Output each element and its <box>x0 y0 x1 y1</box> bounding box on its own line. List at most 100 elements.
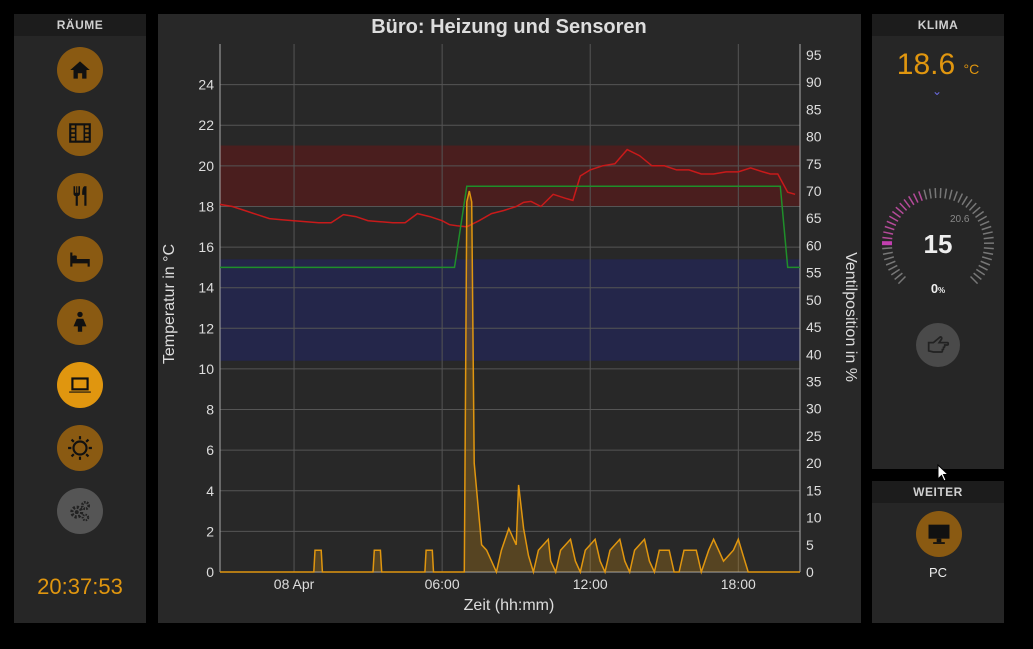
thermostat-gauge[interactable] <box>878 184 998 304</box>
gauge-tick <box>899 202 908 211</box>
gauge-tick <box>884 225 895 231</box>
pc-button[interactable] <box>916 511 962 557</box>
y2-tick-label: 0 <box>806 564 814 580</box>
room-film-button[interactable] <box>57 110 103 156</box>
gauge-tick <box>895 206 904 215</box>
room-home-button[interactable] <box>57 47 103 93</box>
room-outdoor-button[interactable] <box>57 425 103 471</box>
child-icon <box>73 311 87 332</box>
home-icon <box>70 61 90 79</box>
chart-panel: 0 2 4 6 8 10 12 14 16 18 20 22 24 0 5 10 15 20 25 30 35 40 45 5… <box>158 14 861 623</box>
gauge-tick <box>982 231 993 235</box>
gauge-tick <box>983 251 994 255</box>
gauge-tick <box>983 236 994 240</box>
clock: 20:37:53 <box>37 574 123 599</box>
y2-tick-label: 15 <box>806 482 822 498</box>
gauge-setpoint: 15 <box>923 229 953 259</box>
y2-tick-label: 75 <box>806 156 822 172</box>
temperature-unit: °C <box>963 61 980 77</box>
gauge-tick <box>978 264 988 271</box>
y-tick-label: 22 <box>198 117 214 133</box>
chart-title: Büro: Heizung und Sensoren <box>371 16 647 38</box>
laptop-icon <box>69 377 91 393</box>
gauge-tick <box>957 193 964 203</box>
y-tick-label: 10 <box>198 361 214 377</box>
gauge-tick <box>972 206 981 215</box>
gauge-tick <box>888 264 898 271</box>
y2-tick-label: 55 <box>806 265 822 281</box>
y2-tick-label: 10 <box>806 510 822 526</box>
gauge-tick <box>953 191 958 202</box>
series-line-1 <box>220 185 800 269</box>
gauge-tick <box>948 189 953 200</box>
y-tick-label: 14 <box>198 280 214 296</box>
y2-tick-label: 35 <box>806 373 822 389</box>
settings-button[interactable] <box>57 488 103 534</box>
y2-tick-label: 5 <box>806 537 814 553</box>
gauge-tick <box>980 260 991 266</box>
manual-mode-button[interactable] <box>916 323 960 367</box>
room-child-button[interactable] <box>57 299 103 345</box>
gauge-tick <box>885 260 896 266</box>
series-area-2 <box>220 191 800 572</box>
y-tick-label: 6 <box>206 442 214 458</box>
mouse-cursor-icon <box>937 464 949 482</box>
gauge-tick <box>968 202 977 211</box>
gauge-tick <box>939 188 942 199</box>
klima-header: KLIMA <box>872 14 1004 36</box>
current-temperature: 18.6 °C <box>872 48 1004 82</box>
gauge-tick <box>979 220 990 227</box>
gauge-tick <box>918 191 923 202</box>
gauge-tick <box>981 256 992 261</box>
room-kitchen-button[interactable] <box>57 173 103 219</box>
temperature-value: 18.6 <box>896 48 956 81</box>
chart-band-0 <box>220 145 800 207</box>
gauge-tick <box>890 268 901 276</box>
sun-icon <box>68 436 92 460</box>
gauge-tick <box>882 247 893 250</box>
y2-tick-label: 80 <box>806 129 822 145</box>
room-office-button[interactable] <box>57 362 103 408</box>
x-axis-title: Zeit (hh:mm) <box>464 597 555 614</box>
pc-label: PC <box>928 565 948 580</box>
klima-panel: KLIMA 18.6 °C ⌄ 20.6 15 0% <box>872 14 1004 469</box>
gauge-tick <box>969 275 979 285</box>
room-bedroom-button[interactable] <box>57 236 103 282</box>
gauge-tick <box>965 199 973 208</box>
y-tick-label: 12 <box>198 320 214 336</box>
gauge-tick <box>983 247 994 250</box>
gauge-tick <box>886 220 897 227</box>
gauge-current-label: 20.6 <box>950 214 970 225</box>
y-axis-title: Temperatur in °C <box>161 244 178 364</box>
y2-tick-label: 60 <box>806 237 822 253</box>
gauge-tick <box>903 199 911 208</box>
weiter-panel: WEITER PC <box>872 481 1004 623</box>
y2-tick-label: 30 <box>806 401 822 417</box>
gauge-tick <box>891 210 901 218</box>
chevron-down-icon[interactable]: ⌄ <box>932 84 943 98</box>
gauge-tick <box>961 195 968 206</box>
gauge-tick <box>882 251 893 255</box>
y2-tick-label: 50 <box>806 292 822 308</box>
y2-tick-label: 70 <box>806 183 822 199</box>
series-line-2 <box>220 190 800 575</box>
monitor-icon <box>928 524 950 544</box>
y-tick-label: 0 <box>206 564 214 580</box>
y2-tick-label: 45 <box>806 319 822 335</box>
y-tick-label: 20 <box>198 158 214 174</box>
series-line-0 <box>219 148 796 228</box>
gauge-tick <box>923 189 928 200</box>
gauge-tick <box>888 215 899 222</box>
y-tick-label: 18 <box>198 198 214 214</box>
cutlery-icon <box>73 186 87 206</box>
x-tick-label: 08 Apr <box>274 576 315 592</box>
y2-tick-label: 40 <box>806 346 822 362</box>
gauge-tick <box>897 275 907 285</box>
gauge-tick <box>884 256 895 261</box>
y-tick-label: 4 <box>206 483 214 499</box>
gauge-tick <box>882 236 893 240</box>
hand-pointer-icon <box>927 335 950 353</box>
film-icon <box>69 123 91 143</box>
rooms-panel: RÄUME 20:37:53 <box>14 14 146 623</box>
gauge-tick <box>934 188 937 199</box>
